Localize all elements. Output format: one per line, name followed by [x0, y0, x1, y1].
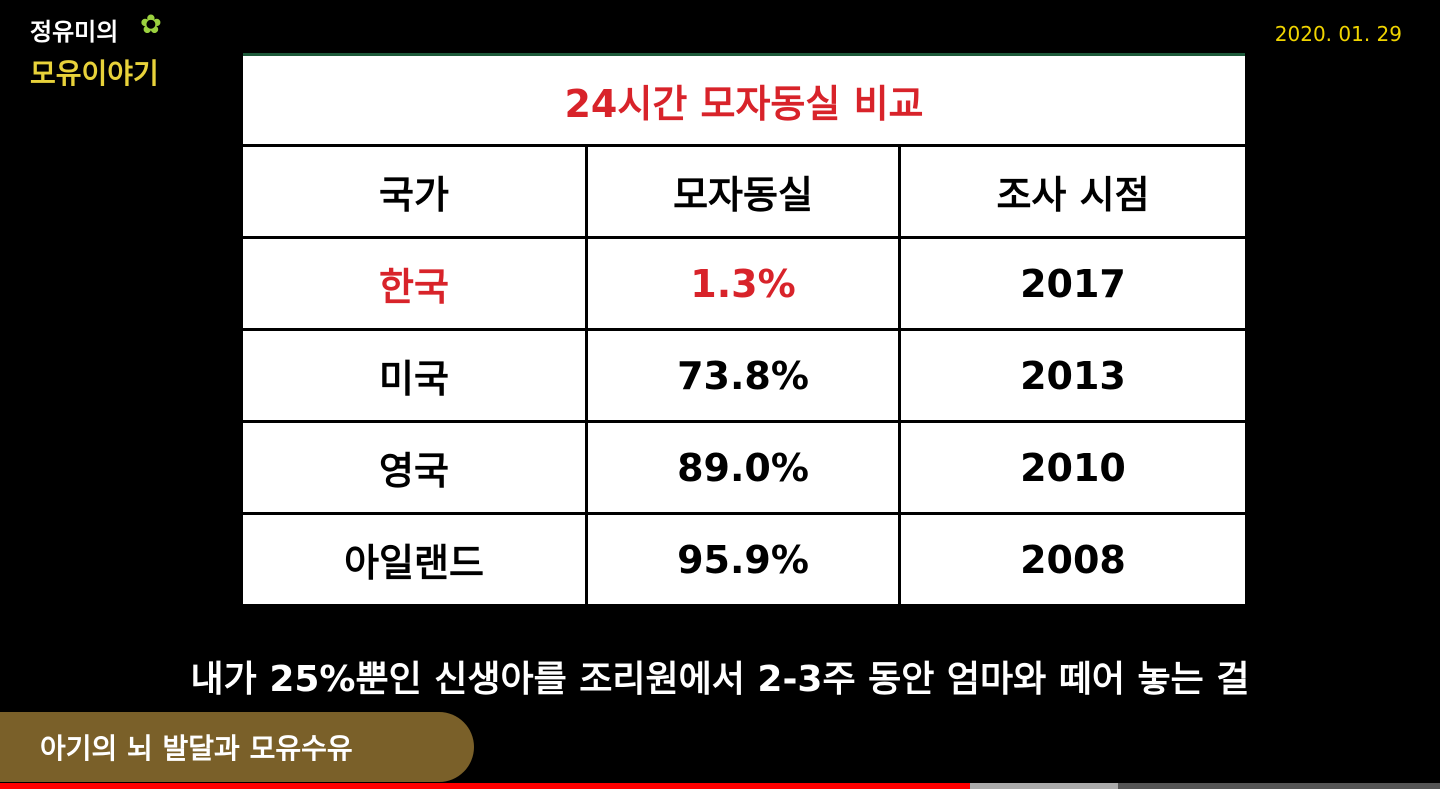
table-cell: 미국 — [243, 331, 588, 420]
table-row: 영국 89.0% 2010 — [243, 423, 1245, 515]
table-cell: 영국 — [243, 423, 588, 512]
table-cell: 국가 — [243, 147, 588, 236]
table-title: 24시간 모자동실 비교 — [243, 56, 1245, 147]
caption: 내가 25%뿐인 신생아를 조리원에서 2-3주 동안 엄마와 떼어 놓는 걸 — [190, 659, 1250, 700]
progress-buffered — [970, 783, 1118, 789]
progress-bar[interactable] — [0, 783, 1440, 789]
table-cell: 1.3% — [588, 239, 901, 328]
date: 2020. 01. 29 — [1274, 22, 1402, 46]
table-cell: 아일랜드 — [243, 515, 588, 604]
chapter-title: 아기의 뇌 발달과 모유수유 — [0, 712, 474, 782]
logo-text: 모유이야기 — [30, 57, 159, 90]
table-cell: 2010 — [1020, 445, 1126, 490]
header-row: 국가 모자동실 조사 시점 — [243, 147, 1245, 239]
logo-text: 정유미의 — [30, 18, 119, 46]
table-cell: 2013 — [1020, 353, 1126, 398]
table-row: 한국 1.3% 2017 — [243, 239, 1245, 331]
table-cell: 95.9% — [588, 515, 901, 604]
table-cell: 89.0% — [588, 423, 901, 512]
table-row: 아일랜드 95.9% 2008 — [243, 515, 1245, 604]
table-cell: 73.8% — [588, 331, 901, 420]
table-cell: 조사 시점 — [996, 173, 1150, 217]
table-cell: 모자동실 — [588, 147, 901, 236]
table-cell: 2008 — [1020, 537, 1126, 582]
table-cell: 한국 — [243, 239, 588, 328]
progress-played — [0, 783, 970, 789]
table-row: 미국 73.8% 2013 — [243, 331, 1245, 423]
logo-icon: ✿ — [140, 10, 162, 40]
table-cell: 2017 — [1020, 261, 1126, 306]
